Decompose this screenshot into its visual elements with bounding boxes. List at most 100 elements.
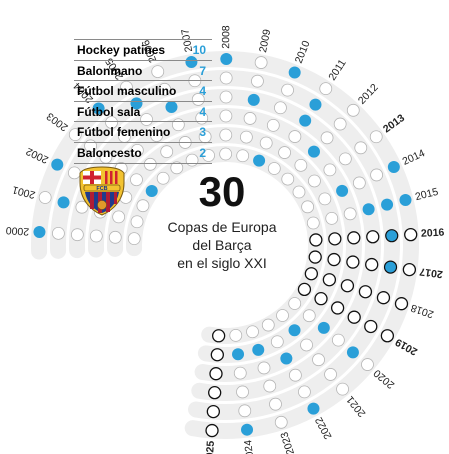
empty-dot [75,200,89,214]
title-dot [280,352,293,365]
empty-dot [320,131,334,145]
title-dot [165,101,178,114]
year-label-2013: 2013 [381,112,407,135]
empty-dot [210,348,224,362]
empty-dot [325,211,339,225]
empty-dot [354,141,368,155]
empty-dot [211,329,226,343]
title-dot [309,98,322,111]
crest-letters: FCB [96,186,107,192]
empty-dot [120,80,133,94]
title-dot [232,348,245,361]
empty-dot [314,292,328,306]
empty-dot [206,404,221,419]
legend-row-futbol-masculino: Fútbol masculino 4 [74,81,212,102]
year-label-2021: 2021 [344,393,368,419]
empty-dot [343,207,357,221]
year-label-2001: 2001 [11,183,37,201]
empty-dot [267,162,281,175]
year-label-2010: 2010 [293,39,313,65]
empty-dot [308,250,322,264]
empty-dot [322,273,337,287]
legend-row-hockey-patines: Hockey patines 10 [74,39,212,61]
title-dot [288,66,301,79]
empty-dot [236,149,250,163]
discipline-legend: Hockey patines 10 Balonmano 7 Fútbol mas… [74,39,212,164]
title-dot [307,402,320,415]
empty-dot [306,216,320,230]
title-dot [241,423,254,436]
empty-dot [309,233,323,247]
caption-line: del Barça [192,237,252,253]
title-dot [299,114,312,127]
empty-dot [298,385,311,399]
year-label-2020: 2020 [371,367,397,391]
year-label-2017: 2017 [419,265,444,280]
title-dot [253,154,266,167]
title-dot [385,229,399,243]
empty-dot [301,200,315,214]
empty-dot [302,309,316,323]
empty-dot [261,318,275,332]
empty-dot [370,168,384,182]
title-dot [346,346,359,359]
caption-line: en el siglo XXI [177,255,267,271]
empty-dot [170,161,184,175]
year-label-2024: 2024 [242,439,257,454]
title-dot [145,185,158,197]
empty-dot [219,90,233,104]
year-label-2012: 2012 [356,82,381,107]
year-label-2011: 2011 [326,57,348,83]
empty-dot [238,404,252,418]
empty-dot [274,101,287,115]
legend-count: 2 [199,145,206,160]
empty-dot [219,147,233,161]
ring-track-fútbol-sala [88,108,362,382]
ring-track-hockey-patines [31,51,419,439]
year-label-2023: 2023 [278,430,297,454]
empty-dot [143,157,157,171]
empty-dot [112,210,126,224]
title-dot [381,198,394,211]
empty-dot [308,174,321,188]
empty-dot [288,130,302,143]
title-dot [307,145,320,158]
empty-dot [288,297,302,310]
year-label-2000: 2000 [5,224,29,238]
title-dot [288,324,301,337]
title-dot [57,196,70,209]
title-dot [252,343,265,356]
empty-dot [324,368,337,381]
empty-dot [402,262,417,277]
title-dot [220,53,233,65]
title-dot [383,260,398,274]
empty-dot [281,83,294,97]
empty-dot [108,230,122,244]
empty-dot [254,56,268,69]
year-label-2016: 2016 [421,227,445,240]
empty-dot [130,143,144,157]
ring-track-fútbol-femenino [107,127,343,363]
empty-dot [338,152,352,166]
title-dot [387,160,400,173]
legend-count: 3 [199,125,206,140]
title-dot [92,102,105,115]
empty-dot [380,329,395,343]
ring-track-balonmano [50,70,400,420]
year-label-2009: 2009 [257,28,273,53]
legend-count: 7 [199,63,206,78]
empty-dot [191,93,205,106]
empty-dot [336,382,349,396]
empty-dot [140,113,153,126]
caption-line: Copas de Europa [167,219,277,235]
empty-dot [209,367,223,381]
year-label-2018: 2018 [409,301,435,320]
empty-dot [269,397,282,411]
empty-dot [364,319,378,334]
legend-count: 4 [199,84,206,99]
empty-dot [259,136,273,150]
title-dot [317,321,330,334]
empty-dot [89,229,103,243]
empty-dot [266,118,280,132]
empty-dot [219,71,233,85]
